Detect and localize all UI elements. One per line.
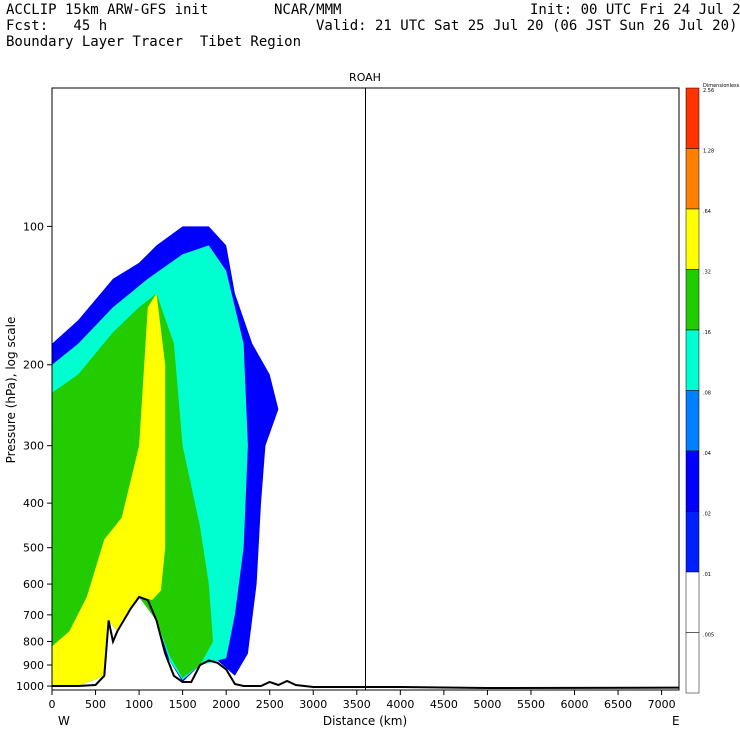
- x-tick-label: 3500: [343, 698, 371, 711]
- x-tick-label: 4000: [386, 698, 414, 711]
- colorbar-segment: [685, 571, 700, 633]
- terrain-line: [52, 595, 680, 690]
- model-label: ACCLIP 15km ARW-GFS init: [6, 2, 209, 18]
- y-tick-label: 800: [23, 635, 44, 648]
- x-axis-east-label: E: [672, 714, 680, 728]
- colorbar-segment: [685, 148, 700, 210]
- colorbar-segment: [685, 632, 700, 694]
- x-axis-label: Distance (km): [323, 714, 407, 728]
- colorbar-segment: [685, 390, 700, 452]
- forecast-hour-label: Fcst: 45 h: [6, 18, 108, 34]
- chart-title: ROAH: [349, 71, 381, 84]
- y-axis-label: Pressure (hPa), log scale: [4, 317, 18, 464]
- y-tick-label: 100: [23, 220, 44, 233]
- colorbar-segment: [685, 87, 700, 149]
- colorbar-label: .32: [703, 270, 711, 276]
- field-title-label: Boundary Layer Tracer Tibet Region: [6, 34, 302, 50]
- colorbar-label: .04: [703, 451, 711, 457]
- x-tick-label: 2000: [212, 698, 240, 711]
- x-tick-label: 4500: [430, 698, 458, 711]
- x-tick-label: 0: [49, 698, 56, 711]
- colorbar-label: 2.56: [703, 88, 714, 94]
- y-tick-label: 200: [23, 359, 44, 372]
- tracer-fill-layer: [52, 205, 301, 687]
- y-tick-label: 900: [23, 659, 44, 672]
- colorbar-label: .005: [703, 633, 714, 639]
- x-tick-label: 2500: [256, 698, 284, 711]
- x-tick-label: 5500: [517, 698, 545, 711]
- x-axis-west-label: W: [58, 714, 70, 728]
- colorbar-segment: [685, 329, 700, 391]
- colorbar-segment: [685, 208, 700, 270]
- colorbar-segment: [685, 269, 700, 331]
- x-axis: 0 500 1000 1500 2000 2500 3000 3500 4000 4500 5000…: [49, 690, 676, 711]
- center-label: NCAR/MMM: [274, 2, 342, 18]
- colorbar-label: .64: [703, 209, 711, 215]
- valid-time-label: Valid: 21 UTC Sat 25 Jul 20 (06 JST Sun …: [316, 18, 738, 34]
- x-tick-label: 1000: [125, 698, 153, 711]
- y-tick-label: 500: [23, 542, 44, 555]
- x-tick-label: 5000: [473, 698, 501, 711]
- x-tick-label: 3000: [299, 698, 327, 711]
- plot-frame: [51, 87, 680, 691]
- tracer-region-0.64: [52, 293, 166, 686]
- x-tick-label: 6500: [604, 698, 632, 711]
- colorbar-label: .08: [703, 391, 711, 397]
- x-tick-label: 1500: [169, 698, 197, 711]
- y-axis: 100 200 300 400 500 600 700 800 900 1000: [16, 220, 52, 693]
- y-tick-label: 600: [23, 578, 44, 591]
- y-tick-label: 700: [23, 609, 44, 622]
- colorbar: 2.56 1.28 .64 .32 .16 .08 .04 .02 .01 .005 Dimensi…: [685, 83, 740, 694]
- colorbar-label: .16: [703, 330, 711, 336]
- colorbar-label: .01: [703, 572, 711, 578]
- colorbar-label: 1.28: [703, 149, 714, 155]
- y-tick-label: 400: [23, 497, 44, 510]
- colorbar-segment: [685, 450, 700, 512]
- y-tick-label: 300: [23, 440, 44, 453]
- colorbar-segment: [685, 511, 700, 573]
- init-time-label: Init: 00 UTC Fri 24 Jul 20: [530, 2, 740, 18]
- x-tick-label: 7000: [648, 698, 676, 711]
- colorbar-label: .02: [703, 512, 711, 518]
- colorbar-title: Dimensionless: [703, 83, 740, 89]
- x-tick-label: 500: [85, 698, 106, 711]
- y-tick-label: 1000: [16, 680, 44, 693]
- x-tick-label: 6000: [561, 698, 589, 711]
